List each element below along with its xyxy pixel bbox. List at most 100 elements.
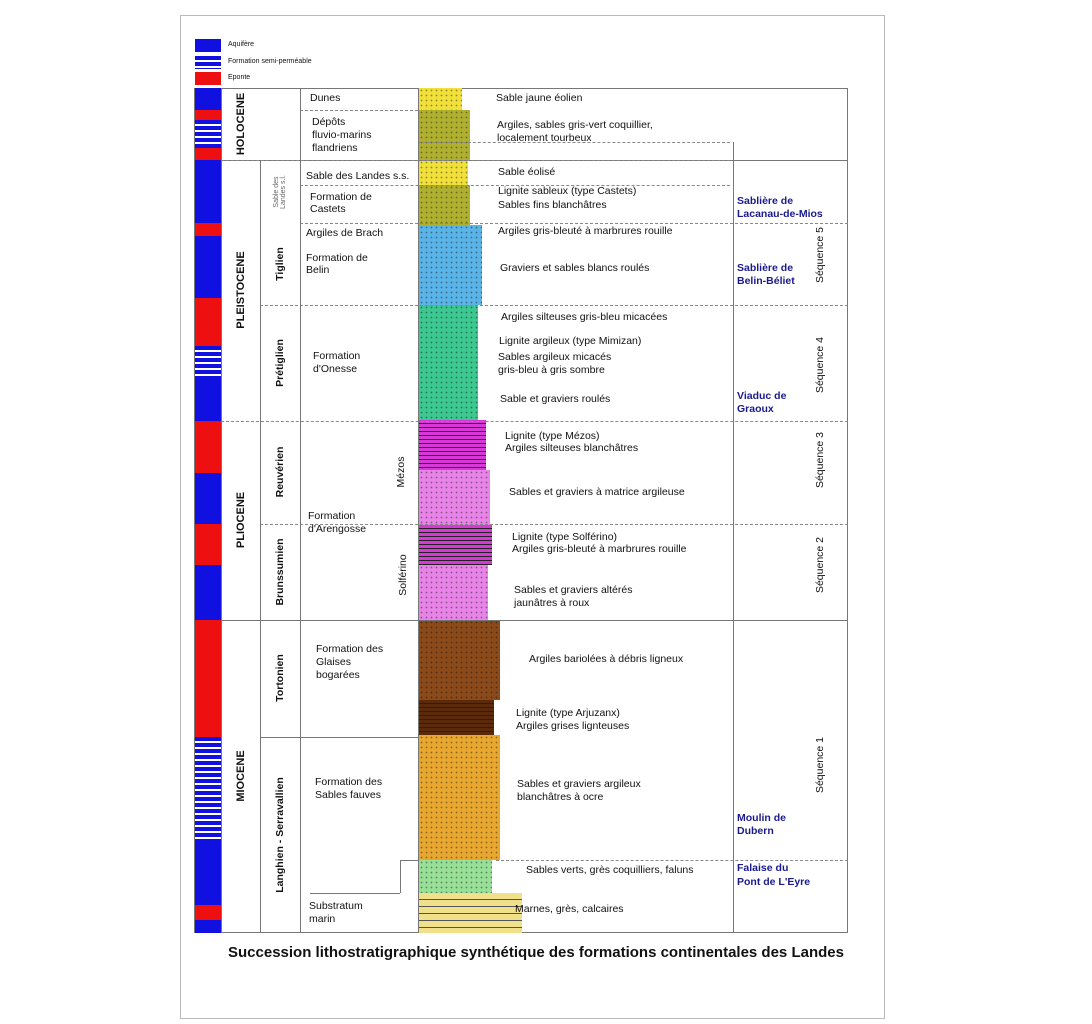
site-label: Sablière de <box>737 262 794 274</box>
lithology-layer <box>419 860 492 893</box>
lithology-layer <box>419 620 500 700</box>
lithology-layer <box>419 88 462 110</box>
hydro-segment <box>195 160 221 223</box>
stage-label: Brunssumien <box>274 538 286 606</box>
hydro-segment <box>195 421 221 473</box>
formation-label: Belin <box>306 264 330 276</box>
formation-label: Castets <box>310 203 346 215</box>
hydro-segment <box>195 236 221 298</box>
lithology-description: Lignite (type Mézos) <box>505 430 600 442</box>
lignite-label: Mézos <box>395 456 407 488</box>
formation-label: Sable des Landes s.s. <box>306 170 410 182</box>
formation-label: fluvio-marins <box>312 129 372 141</box>
site-label: Moulin de <box>737 812 786 824</box>
formation-label: bogarées <box>316 669 360 681</box>
column-line <box>733 142 734 933</box>
lithology-layer <box>419 185 470 225</box>
sequence-label: Séquence 2 <box>814 536 826 594</box>
epoch-label: MIOCENE <box>235 750 247 802</box>
column-line <box>260 160 261 933</box>
lithology-description: Marnes, grès, calcaires <box>515 903 624 915</box>
site-label: Dubern <box>737 825 774 837</box>
column-line <box>400 860 401 893</box>
hydro-segment <box>195 120 221 148</box>
lithology-layer <box>419 525 492 565</box>
formation-label: Formation <box>308 510 356 522</box>
sequence-label: Séquence 5 <box>814 226 826 284</box>
lithology-description: blanchâtres à ocre <box>517 791 604 803</box>
legend-swatch-semi-permeable <box>195 56 221 69</box>
formation-label: Formation <box>313 350 361 362</box>
epoch-label: PLEISTOCENE <box>235 251 247 329</box>
divider-line <box>300 185 730 186</box>
lithology-description: Graviers et sables blancs roulés <box>500 262 650 274</box>
legend-label-semi-permeable: Formation semi-perméable <box>228 58 312 65</box>
divider-line <box>400 860 418 861</box>
lithology-description: Sables fins blanchâtres <box>498 199 607 211</box>
formation-label: Glaises <box>316 656 352 668</box>
stage-label: Sable des Landes s.l. <box>273 175 287 209</box>
lithology-description: Argiles, sables gris-vert coquillier, <box>497 119 653 131</box>
legend-swatch-aquifer <box>195 39 221 52</box>
lithology-description: Argiles gris-bleuté à marbrures rouille <box>498 225 673 237</box>
lithology-description: Argiles bariolées à débris ligneux <box>529 653 684 665</box>
epoch-label: HOLOCENE <box>235 92 247 156</box>
site-label: Falaise du <box>737 862 789 874</box>
divider-line <box>496 860 848 861</box>
formation-label: marin <box>309 913 336 925</box>
formation-label: Formation des <box>316 643 384 655</box>
divider-line <box>260 524 848 525</box>
legend-swatch-eponte <box>195 72 221 85</box>
lithology-description: localement tourbeux <box>497 132 592 144</box>
divider-line <box>310 893 400 894</box>
divider-line <box>221 421 848 422</box>
hydro-segment <box>195 840 221 905</box>
lithology-description: Sables verts, grès coquilliers, faluns <box>526 864 694 876</box>
hydro-segment <box>195 473 221 524</box>
formation-label: Dunes <box>310 92 341 104</box>
lithology-description: Sables argileux micacés <box>498 351 612 363</box>
stage-label: Tiglien <box>274 247 286 281</box>
lithology-layer <box>419 160 468 185</box>
formation-label: d'Arengosse <box>308 523 367 535</box>
hydro-segment <box>195 737 221 840</box>
hydro-segment <box>195 920 221 933</box>
figure-caption: Succession lithostratigraphique synthéti… <box>228 944 844 961</box>
divider-line <box>418 142 730 143</box>
lithology-description: Sable jaune éolien <box>496 92 583 104</box>
hydro-segment <box>195 346 221 380</box>
lithology-layer <box>419 893 522 933</box>
lithology-description: Sables et graviers argileux <box>517 778 641 790</box>
site-label: Belin-Béliet <box>737 275 795 287</box>
formation-label: Formation de <box>310 191 372 203</box>
stage-label: Prétiglien <box>274 339 286 387</box>
formation-label: Formation des <box>315 776 383 788</box>
lithology-layer <box>419 305 478 420</box>
stage-label: Reuvérien <box>274 446 286 498</box>
hydro-segment <box>195 110 221 120</box>
lithology-description: Lignite (type Solférino) <box>512 531 618 543</box>
lithology-layer <box>419 470 490 525</box>
lithology-description: Lignite (type Arjuzanx) <box>516 707 620 719</box>
hydro-segment <box>195 620 221 737</box>
hydro-segment <box>195 905 221 920</box>
formation-label: Substratum <box>309 900 363 912</box>
site-label: Graoux <box>737 403 774 415</box>
sequence-label: Séquence 4 <box>814 336 826 394</box>
divider-line <box>260 305 848 306</box>
lithology-description: Sable et graviers roulés <box>500 393 611 405</box>
lithology-description: Sable éolisé <box>498 166 556 178</box>
site-label: Pont de L'Eyre <box>737 876 811 888</box>
site-label: Lacanau-de-Mios <box>737 208 823 220</box>
formation-label: Dépôts <box>312 116 346 128</box>
stage-label: Tortonien <box>274 654 286 702</box>
column-line <box>221 88 222 933</box>
column-line <box>418 88 419 933</box>
formation-label: Sables fauves <box>315 789 381 801</box>
divider-line <box>300 223 848 224</box>
formation-label: flandriens <box>312 142 358 154</box>
hydro-segment <box>195 380 221 421</box>
divider-line <box>260 737 418 738</box>
